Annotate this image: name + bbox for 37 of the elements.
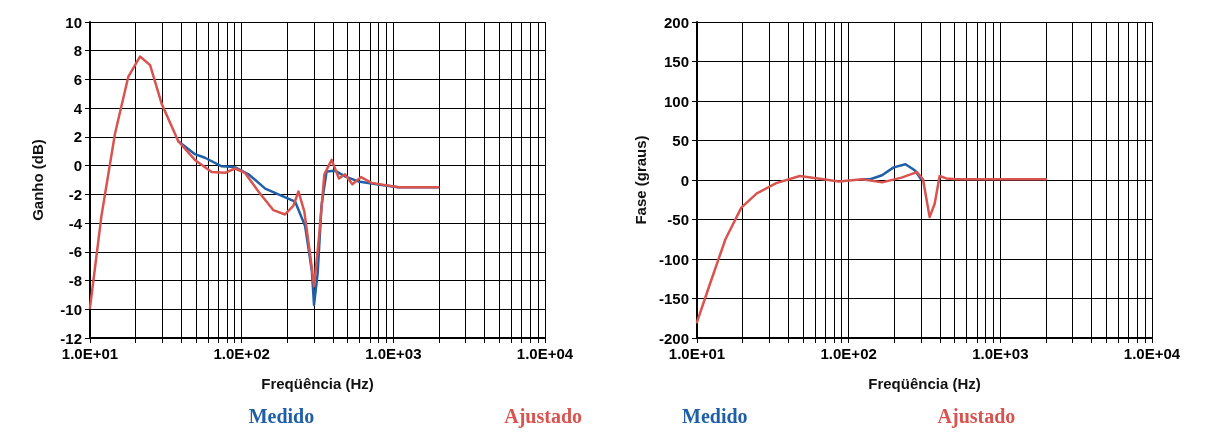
text: Medido xyxy=(248,405,315,427)
y-tick-label: 6 xyxy=(73,70,82,88)
text: Ajustado xyxy=(504,405,582,428)
y-tick-label: 10 xyxy=(65,13,82,31)
x-tick-label: 1.0E+04 xyxy=(516,345,574,362)
y-tick-label: -100 xyxy=(658,250,689,268)
y-tick-label: 0 xyxy=(680,171,689,189)
x-tick-label: 1.0E+04 xyxy=(1123,345,1181,362)
x-tick-label: 1.0E+01 xyxy=(668,345,726,362)
y-tick-label: -150 xyxy=(658,290,689,307)
y-tick-label: -50 xyxy=(667,211,689,228)
x-axis-title: Freqüência (Hz) xyxy=(261,375,374,392)
text: Ajustado xyxy=(937,405,1016,428)
y-tick-label: -2 xyxy=(68,185,82,203)
y-tick-label: 4 xyxy=(73,99,83,117)
x-tick-label: 1.0E+01 xyxy=(61,345,119,362)
x-tick-label: 1.0E+03 xyxy=(972,345,1029,362)
y-tick-label: -6 xyxy=(68,243,82,261)
text: Medido xyxy=(682,405,748,427)
y-tick-label: -8 xyxy=(68,272,82,290)
x-tick-label: 1.0E+02 xyxy=(213,345,270,362)
y-tick-label: 200 xyxy=(663,13,689,31)
x-tick-label: 1.0E+02 xyxy=(820,345,877,362)
y-tick-label: -200 xyxy=(658,329,689,347)
y-axis-title: Fase (graus) xyxy=(632,135,650,225)
y-tick-label: 8 xyxy=(73,42,82,60)
x-tick-label: 1.0E+03 xyxy=(365,345,422,362)
y-tick-label: 150 xyxy=(663,53,689,70)
y-tick-label: 2 xyxy=(73,128,82,146)
y-tick-label: 50 xyxy=(672,132,689,149)
y-tick-label: -4 xyxy=(68,214,83,232)
y-tick-label: 100 xyxy=(663,92,689,110)
y-tick-label: -12 xyxy=(60,329,82,347)
x-axis-title: Freqüência (Hz) xyxy=(868,375,981,392)
y-tick-label: -10 xyxy=(60,300,82,318)
y-tick-label: 0 xyxy=(73,157,82,175)
y-axis-title: Ganho (dB) xyxy=(29,139,46,221)
